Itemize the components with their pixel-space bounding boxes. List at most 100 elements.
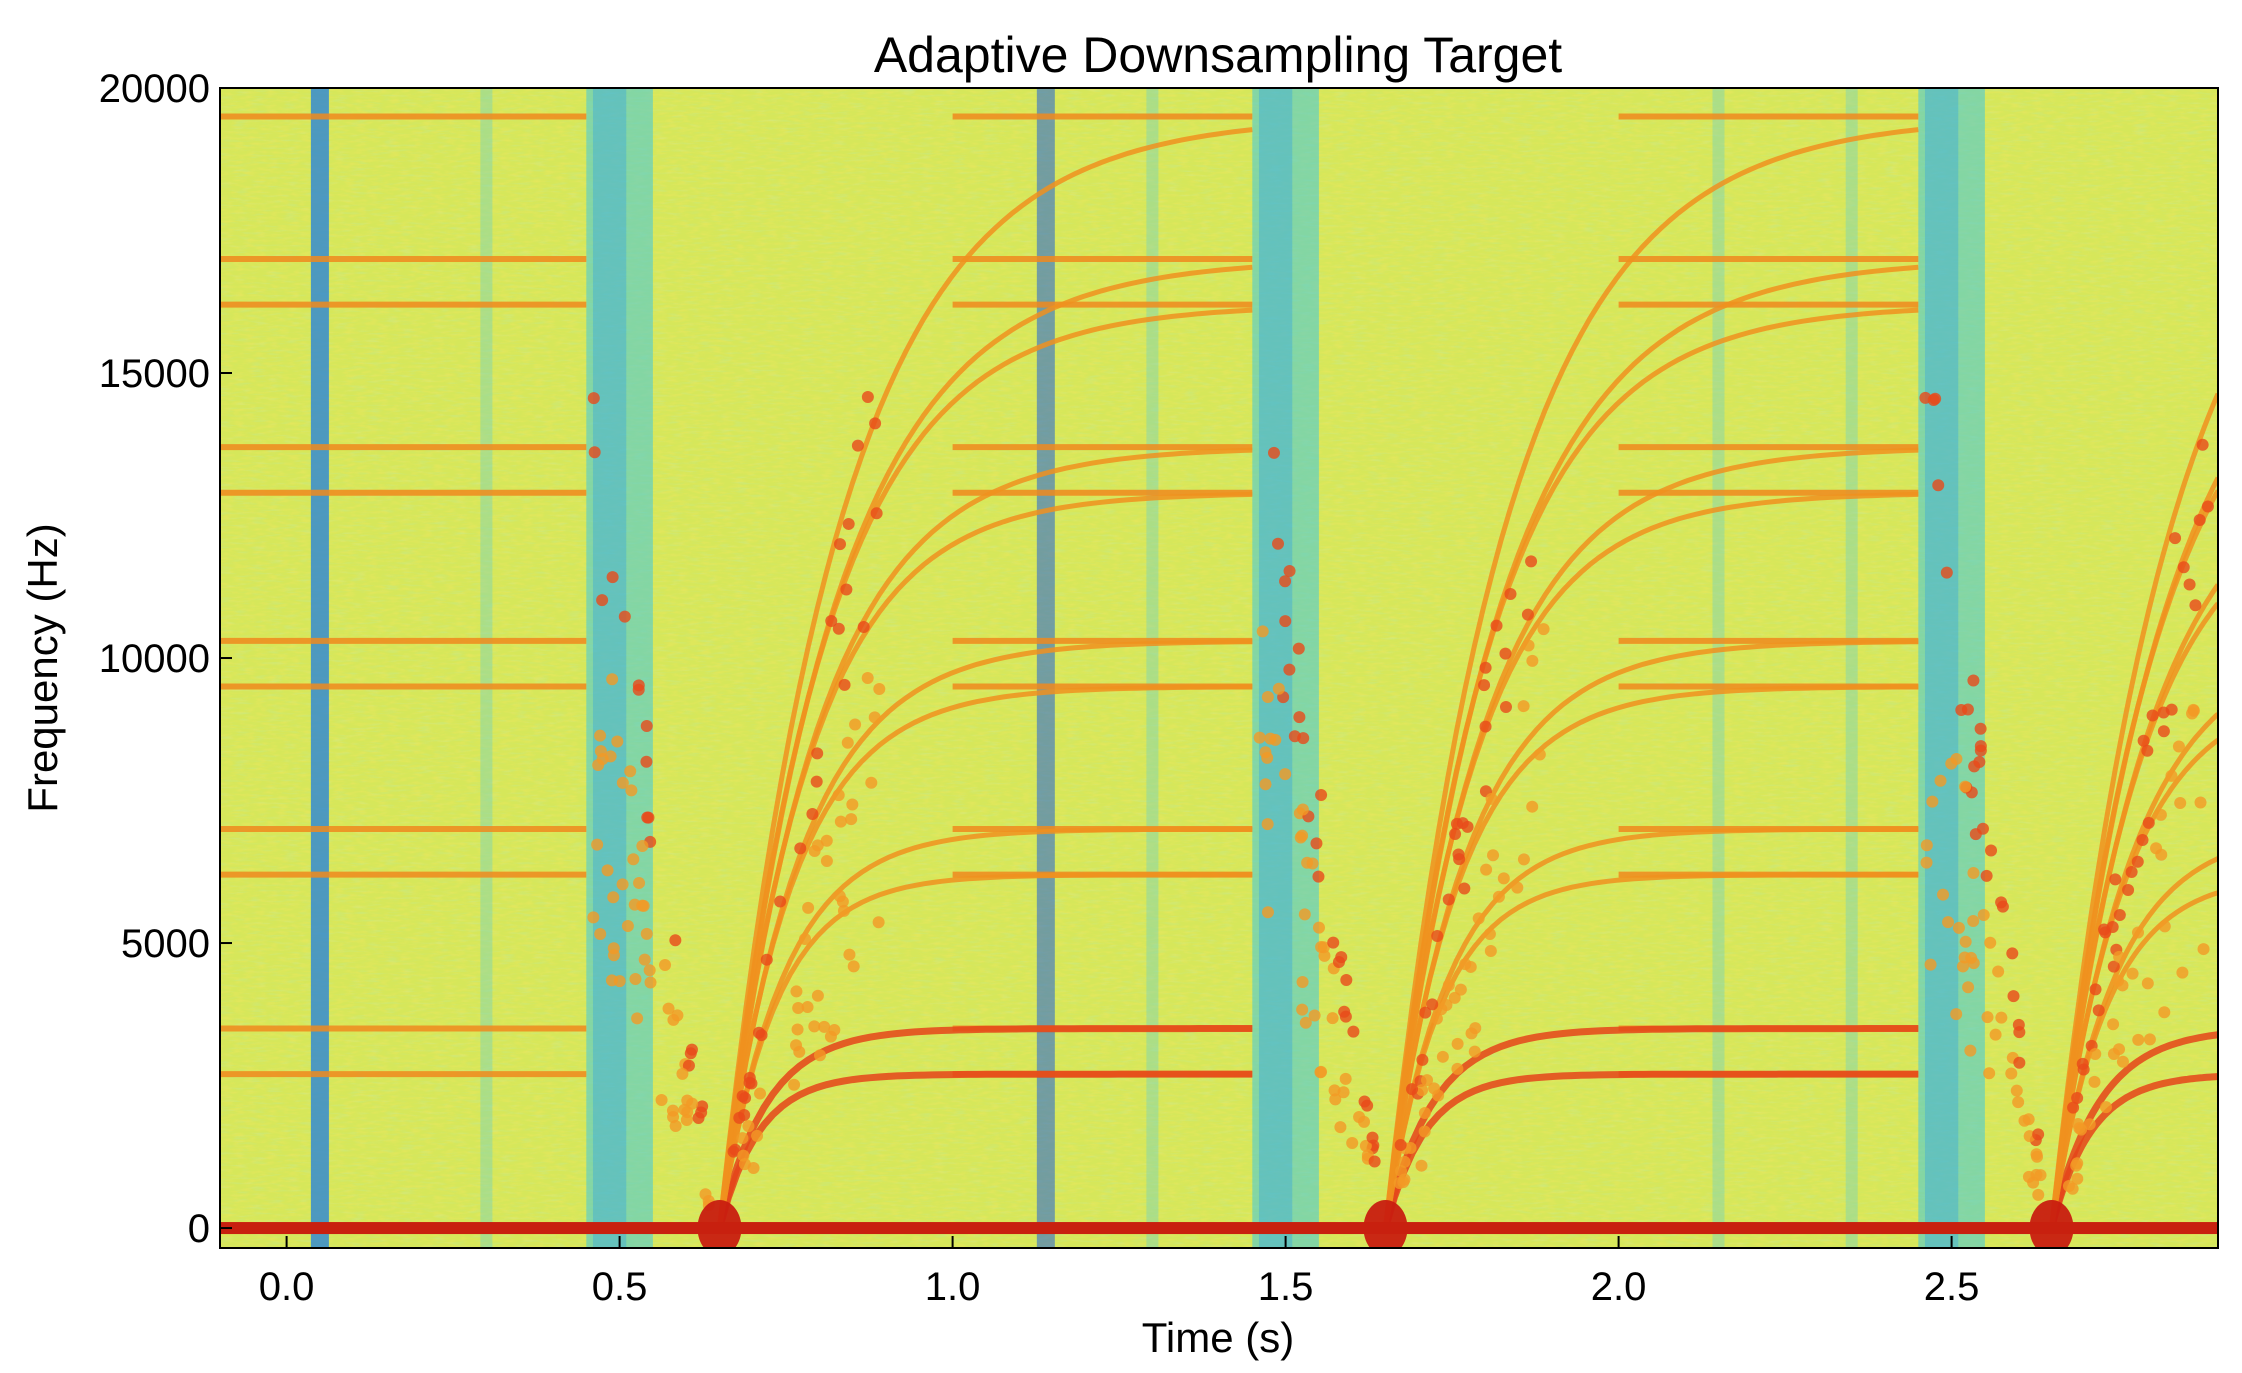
sweep-dot bbox=[1340, 974, 1353, 987]
x-axis-label: Time (s) bbox=[1142, 1314, 1294, 1361]
sweep-dot bbox=[845, 813, 858, 826]
sweep-dot bbox=[1292, 642, 1305, 655]
sweep-dot bbox=[1261, 751, 1274, 764]
sweep-dot bbox=[2113, 909, 2126, 922]
sweep-dot bbox=[1279, 615, 1292, 628]
sweep-curve bbox=[716, 1070, 1253, 1229]
sweep-dot bbox=[643, 964, 656, 977]
sweep-dot bbox=[811, 839, 824, 852]
sweep-dot bbox=[632, 683, 645, 696]
dark-column bbox=[310, 88, 329, 1248]
sweep-dot bbox=[1942, 916, 1955, 929]
sweep-dot bbox=[1932, 479, 1945, 492]
sweep-dot bbox=[1984, 936, 1997, 949]
sweep-dot bbox=[825, 614, 838, 627]
cool-band bbox=[586, 88, 653, 1248]
sweep-dot bbox=[1964, 1044, 1977, 1057]
sweep-dot bbox=[808, 1020, 821, 1033]
noise-texture-cool bbox=[220, 88, 2218, 1248]
sweep-dot bbox=[616, 878, 629, 891]
sweep-dot bbox=[1359, 1139, 1372, 1152]
sweep-dot bbox=[2013, 1026, 2026, 1039]
sweep-dot bbox=[868, 711, 881, 724]
sweep-dot bbox=[601, 864, 614, 877]
sweep-dot bbox=[2005, 1067, 2018, 1080]
sweep-dot bbox=[1458, 882, 1471, 895]
sweep-dot bbox=[1264, 732, 1277, 745]
sweep-dot bbox=[669, 1120, 682, 1133]
sweep-dot bbox=[2201, 500, 2214, 513]
sweep-dot bbox=[616, 776, 629, 789]
sweep-curve bbox=[717, 639, 1253, 1229]
sweep-dot bbox=[662, 1002, 675, 1015]
y-tick-label: 5000 bbox=[121, 922, 210, 966]
sweep-dot bbox=[2032, 1128, 2045, 1141]
sweep-dot bbox=[1959, 935, 1972, 948]
sweep-dot bbox=[820, 834, 833, 847]
sweep-dot bbox=[774, 895, 787, 908]
sweep-dot bbox=[2131, 855, 2144, 868]
sweep-curve bbox=[2049, 392, 2218, 1229]
sweep-dot bbox=[605, 974, 618, 987]
sweep-dot bbox=[1296, 829, 1309, 842]
sweep-dot bbox=[1261, 818, 1274, 831]
sweep-dot bbox=[2077, 1063, 2090, 1076]
sweep-dot bbox=[1981, 1011, 1994, 1024]
sweep-dot bbox=[2197, 943, 2210, 956]
sweep-dot bbox=[1920, 856, 1933, 869]
sweep-curve bbox=[1383, 127, 1919, 1229]
sweep-dot bbox=[2132, 926, 2145, 939]
sweep-dot bbox=[2106, 920, 2119, 933]
sweep-dot bbox=[627, 853, 640, 866]
sweep-dot bbox=[644, 976, 657, 989]
sweep-dot bbox=[1504, 588, 1517, 601]
sweep-dot bbox=[1283, 565, 1296, 578]
sweep-dot bbox=[1962, 981, 1975, 994]
sweep-dot bbox=[1996, 900, 2009, 913]
sweep-dot bbox=[790, 1039, 803, 1052]
sweep-dot bbox=[596, 594, 609, 607]
sweep-curve bbox=[1383, 684, 1919, 1229]
sweep-dot bbox=[1448, 991, 1461, 1004]
sweep-dot bbox=[811, 747, 824, 760]
sweep-dot bbox=[802, 901, 815, 914]
sweep-dot bbox=[640, 755, 653, 768]
sweep-dot bbox=[1485, 792, 1498, 805]
sweep-dot bbox=[1418, 1125, 1431, 1138]
sweep-dot bbox=[607, 949, 620, 962]
sweep-dot bbox=[1511, 881, 1524, 894]
sweep-dot bbox=[1298, 908, 1311, 921]
sweep-dot bbox=[1995, 1011, 2008, 1024]
sweep-dot bbox=[870, 507, 883, 520]
sweep-dot bbox=[1480, 863, 1493, 876]
sweep-dot bbox=[2169, 532, 2182, 545]
sweep-dot bbox=[2007, 990, 2020, 1003]
sweep-curve bbox=[717, 872, 1253, 1229]
sweep-dot bbox=[2113, 950, 2126, 963]
sweep-dot bbox=[1337, 1086, 1350, 1099]
sweep-dot bbox=[737, 1149, 750, 1162]
sweep-dot bbox=[1358, 1095, 1371, 1108]
sweep-dot bbox=[2150, 842, 2163, 855]
sweep-dot bbox=[682, 1059, 695, 1072]
x-tick-label: 0.5 bbox=[592, 1265, 648, 1309]
sweep-dot bbox=[790, 985, 803, 998]
sweep-dot bbox=[1526, 800, 1539, 813]
sweep-dot bbox=[642, 811, 655, 824]
cool-band-core bbox=[1924, 88, 1959, 1248]
sweep-dot bbox=[2136, 834, 2149, 847]
sweep-dot bbox=[1974, 722, 1987, 735]
sweep-dot bbox=[1483, 928, 1496, 941]
sweep-dot bbox=[1308, 1009, 1321, 1022]
sweep-dot bbox=[2071, 1172, 2084, 1185]
sweep-dot bbox=[669, 934, 682, 947]
sweep-dot bbox=[1980, 869, 1993, 882]
sweep-dot bbox=[846, 798, 859, 811]
sweep-dot bbox=[2126, 967, 2139, 980]
sweep-dot bbox=[676, 1067, 689, 1080]
x-tick-label: 2.0 bbox=[1591, 1265, 1647, 1309]
sweep-dot bbox=[1967, 914, 1980, 927]
sweep-dot bbox=[2143, 1033, 2156, 1046]
sweep-dot bbox=[1449, 828, 1462, 841]
